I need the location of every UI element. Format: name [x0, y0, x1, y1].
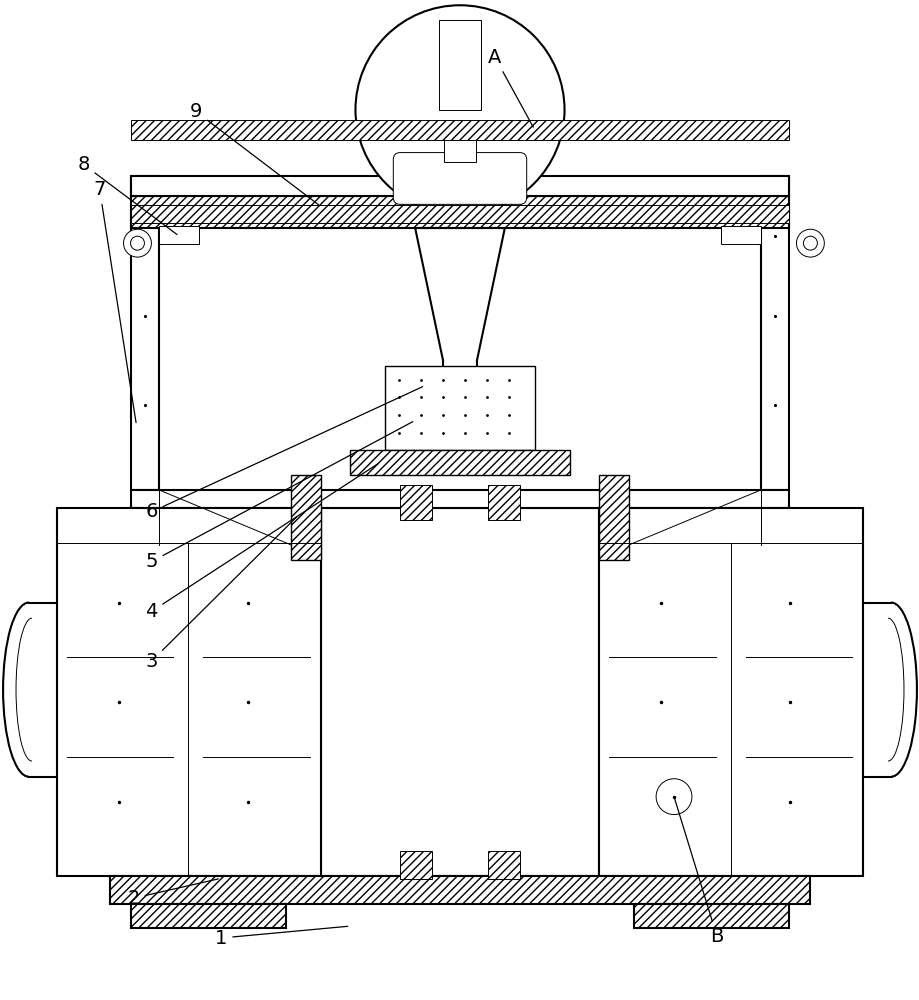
Bar	[438, 20, 481, 110]
Circle shape	[355, 5, 564, 214]
Text: 6: 6	[145, 387, 422, 521]
Text: 9: 9	[190, 102, 318, 205]
Bar	[159, 226, 199, 244]
Circle shape	[796, 229, 823, 257]
Bar	[131, 490, 788, 508]
Bar	[131, 904, 286, 928]
Text: 7: 7	[94, 180, 136, 423]
Circle shape	[802, 236, 816, 250]
Text: 1: 1	[215, 926, 347, 948]
Bar	[109, 876, 810, 904]
Text: 5: 5	[145, 422, 413, 571]
Text: 8: 8	[77, 155, 176, 235]
Text: 3: 3	[145, 517, 297, 671]
Bar	[598, 508, 862, 876]
Bar	[400, 851, 432, 879]
Circle shape	[130, 236, 144, 250]
Text: B: B	[675, 799, 722, 946]
Bar	[400, 485, 432, 520]
Circle shape	[655, 779, 691, 815]
Bar	[131, 176, 788, 196]
Bar	[350, 450, 569, 475]
Bar	[760, 176, 788, 490]
Bar	[720, 226, 760, 244]
Bar	[633, 904, 788, 928]
FancyBboxPatch shape	[393, 153, 526, 204]
Bar	[444, 140, 475, 162]
Bar	[385, 366, 534, 450]
Bar	[131, 176, 159, 490]
Bar	[487, 485, 519, 520]
Text: A: A	[488, 48, 533, 127]
Bar	[598, 475, 629, 560]
Bar	[290, 475, 321, 560]
Text: 4: 4	[145, 464, 378, 621]
Bar	[57, 508, 321, 876]
Circle shape	[123, 229, 152, 257]
Text: 2: 2	[127, 879, 218, 908]
Bar	[321, 508, 598, 876]
Bar	[131, 196, 788, 228]
Bar	[487, 851, 519, 879]
Bar	[131, 205, 788, 223]
Bar	[131, 120, 788, 140]
